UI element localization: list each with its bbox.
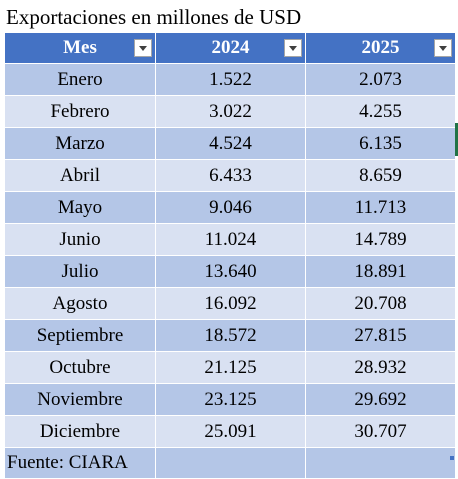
footer-cell-empty[interactable]	[305, 447, 456, 479]
filter-dropdown-icon[interactable]	[434, 39, 452, 57]
value-2024-cell[interactable]: 18.572	[155, 319, 306, 352]
value-2024-cell[interactable]: 3.022	[155, 95, 306, 128]
footer-row: Fuente: CIARA	[4, 447, 456, 479]
value-2025-cell[interactable]: 29.692	[305, 383, 456, 416]
footer-cell-empty[interactable]	[155, 447, 306, 479]
active-cell-edge	[455, 123, 458, 156]
table-row: Diciembre 25.091 30.707	[4, 415, 456, 448]
table-row: Agosto 16.092 20.708	[4, 287, 456, 320]
table-row: Mayo 9.046 11.713	[4, 191, 456, 224]
month-cell[interactable]: Julio	[4, 255, 156, 288]
value-2025-cell[interactable]: 8.659	[305, 159, 456, 192]
value-2025-cell[interactable]: 30.707	[305, 415, 456, 448]
month-cell[interactable]: Noviembre	[4, 383, 156, 416]
value-2024-cell[interactable]: 16.092	[155, 287, 306, 320]
month-cell[interactable]: Agosto	[4, 287, 156, 320]
source-note[interactable]: Fuente: CIARA	[4, 447, 156, 479]
value-2024-cell[interactable]: 13.640	[155, 255, 306, 288]
value-2025-cell[interactable]: 14.789	[305, 223, 456, 256]
month-cell[interactable]: Abril	[4, 159, 156, 192]
header-2024-label: 2024	[211, 37, 250, 58]
value-2024-cell[interactable]: 25.091	[155, 415, 306, 448]
value-2024-cell[interactable]: 4.524	[155, 127, 306, 160]
header-2025[interactable]: 2025	[305, 32, 456, 64]
table-row: Abril 6.433 8.659	[4, 159, 456, 192]
month-cell[interactable]: Febrero	[4, 95, 156, 128]
value-2024-cell[interactable]: 21.125	[155, 351, 306, 384]
table-row: Marzo 4.524 6.135	[4, 127, 456, 160]
filter-dropdown-icon[interactable]	[284, 39, 302, 57]
table-row: Enero 1.522 2.073	[4, 63, 456, 96]
month-cell[interactable]: Septiembre	[4, 319, 156, 352]
month-cell[interactable]: Mayo	[4, 191, 156, 224]
value-2024-cell[interactable]: 9.046	[155, 191, 306, 224]
value-2025-cell[interactable]: 6.135	[305, 127, 456, 160]
table-row: Noviembre 23.125 29.692	[4, 383, 456, 416]
value-2024-cell[interactable]: 11.024	[155, 223, 306, 256]
filter-dropdown-icon[interactable]	[134, 39, 152, 57]
header-2024[interactable]: 2024	[155, 32, 306, 64]
value-2025-cell[interactable]: 11.713	[305, 191, 456, 224]
table-row: Junio 11.024 14.789	[4, 223, 456, 256]
value-2025-cell[interactable]: 4.255	[305, 95, 456, 128]
value-2025-cell[interactable]: 2.073	[305, 63, 456, 96]
month-cell[interactable]: Enero	[4, 63, 156, 96]
header-month-label: Mes	[63, 37, 97, 58]
value-2024-cell[interactable]: 6.433	[155, 159, 306, 192]
table-title: Exportaciones en millones de USD	[6, 5, 302, 29]
table-row: Febrero 3.022 4.255	[4, 95, 456, 128]
exports-table: Mes 2024 2025 Enero 1.522 2.073 Febrero 3.02…	[4, 32, 456, 479]
value-2024-cell[interactable]: 23.125	[155, 383, 306, 416]
table-resize-handle[interactable]	[450, 456, 454, 460]
header-2025-label: 2025	[361, 37, 400, 58]
table-row: Julio 13.640 18.891	[4, 255, 456, 288]
value-2025-cell[interactable]: 28.932	[305, 351, 456, 384]
table-row: Octubre 21.125 28.932	[4, 351, 456, 384]
value-2024-cell[interactable]: 1.522	[155, 63, 306, 96]
value-2025-cell[interactable]: 27.815	[305, 319, 456, 352]
value-2025-cell[interactable]: 18.891	[305, 255, 456, 288]
value-2025-cell[interactable]: 20.708	[305, 287, 456, 320]
table-row: Septiembre 18.572 27.815	[4, 319, 456, 352]
month-cell[interactable]: Marzo	[4, 127, 156, 160]
header-month[interactable]: Mes	[4, 32, 156, 64]
header-row: Mes 2024 2025	[4, 32, 456, 64]
month-cell[interactable]: Diciembre	[4, 415, 156, 448]
month-cell[interactable]: Junio	[4, 223, 156, 256]
month-cell[interactable]: Octubre	[4, 351, 156, 384]
